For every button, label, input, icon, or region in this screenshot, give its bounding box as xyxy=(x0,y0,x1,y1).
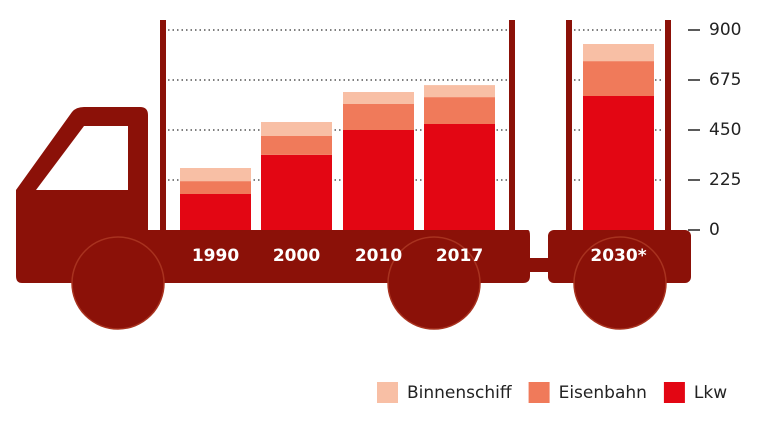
bar-segment xyxy=(583,96,654,230)
x-tick-label: 2017 xyxy=(436,246,483,266)
bar-segment xyxy=(261,136,332,155)
wheel xyxy=(387,236,481,330)
bar-segment xyxy=(180,181,251,194)
x-tick-label: 2030* xyxy=(590,246,646,266)
bar-segment xyxy=(261,122,332,136)
legend-label: Lkw xyxy=(694,383,727,403)
wheel xyxy=(71,236,165,330)
y-tick-label: 900 xyxy=(709,20,741,40)
legend-swatch xyxy=(528,382,550,403)
truck-illustration xyxy=(16,20,691,330)
bar-segment xyxy=(583,61,654,96)
bar-segment xyxy=(261,154,332,230)
window xyxy=(36,126,128,190)
y-tick-label: 675 xyxy=(709,70,741,90)
x-tick-label: 2000 xyxy=(273,246,320,266)
legend-label: Eisenbahn xyxy=(559,383,647,403)
legend-label: Binnenschiff xyxy=(407,383,513,403)
bar-segment xyxy=(180,168,251,182)
post xyxy=(665,20,671,235)
bar-segment xyxy=(424,124,495,230)
bar-segment xyxy=(424,97,495,124)
x-tick-label: 1990 xyxy=(192,246,239,266)
hitch xyxy=(528,258,550,272)
bar-segment xyxy=(583,44,654,62)
post xyxy=(509,20,515,235)
y-tick-label: 450 xyxy=(709,120,741,140)
legend-swatch xyxy=(377,382,398,403)
bar-segment xyxy=(343,92,414,104)
y-tick-label: 225 xyxy=(709,170,741,190)
legend-swatch xyxy=(663,382,685,403)
bar-segment xyxy=(343,130,414,230)
bar-segment xyxy=(343,104,414,130)
bar-segment xyxy=(180,194,251,230)
post xyxy=(566,20,572,235)
wheel xyxy=(573,236,667,330)
truck-body xyxy=(16,107,530,283)
post xyxy=(160,20,166,235)
x-tick-label: 2010 xyxy=(355,246,402,266)
y-tick-label: 0 xyxy=(709,220,720,240)
bar-segment xyxy=(424,85,495,98)
